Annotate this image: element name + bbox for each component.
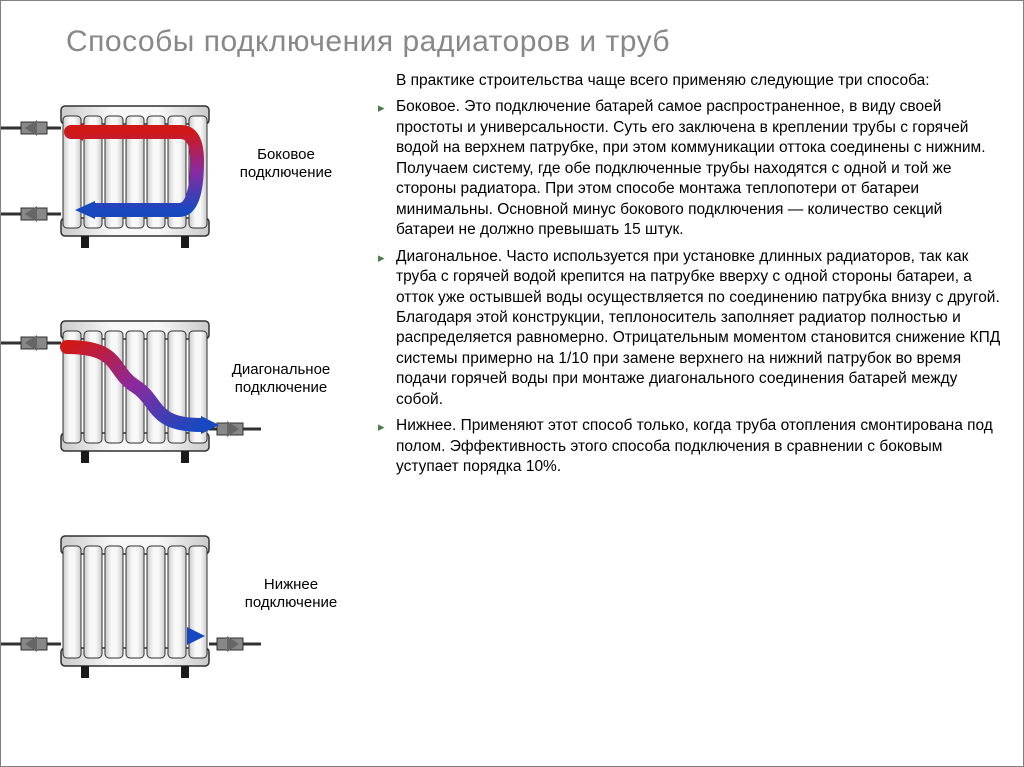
- label-line1: Боковое: [257, 146, 315, 163]
- page-title: Способы подключения радиаторов и труб: [66, 25, 670, 59]
- diagrams-column: Боковое подключение: [1, 71, 361, 756]
- diagram-diagonal-connection: Диагональное подключение: [1, 301, 261, 471]
- diagram-bottom-connection: Нижнее подключение: [1, 516, 261, 686]
- diagram-side-connection: Боковое подключение: [1, 86, 231, 256]
- bullet-list: Боковое. Это подключение батарей самое р…: [366, 97, 1003, 477]
- radiator-side-svg: [1, 86, 231, 256]
- text-column: В практике строительства чаще всего прим…: [361, 71, 1003, 756]
- valve-icon: [21, 120, 47, 222]
- bullet-item: Боковое. Это подключение батарей самое р…: [396, 97, 1003, 240]
- label-line2: подключение: [245, 594, 337, 611]
- content: Боковое подключение: [1, 71, 1003, 756]
- bullet-item: Нижнее. Применяют этот способ только, ко…: [396, 416, 1003, 477]
- intro-text: В практике строительства чаще всего прим…: [366, 71, 1003, 91]
- radiator-bottom-svg: [1, 516, 261, 686]
- diagram-label: Нижнее подключение: [231, 576, 351, 612]
- label-line2: подключение: [240, 164, 332, 181]
- bullet-item: Диагональное. Часто используется при уст…: [396, 247, 1003, 411]
- label-line1: Диагональное: [232, 361, 331, 378]
- label-line1: Нижнее: [264, 576, 318, 593]
- diagram-label: Боковое подключение: [226, 146, 346, 182]
- diagram-label: Диагональное подключение: [211, 361, 351, 397]
- label-line2: подключение: [235, 379, 327, 396]
